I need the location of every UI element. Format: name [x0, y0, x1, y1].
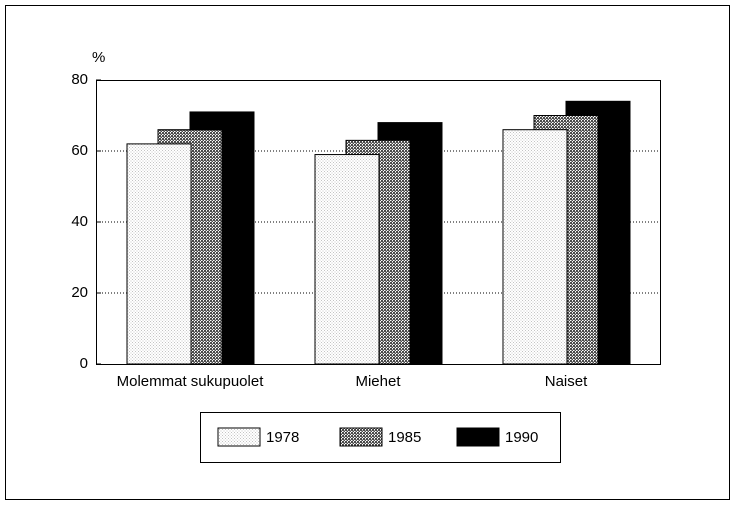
x-tick-label: Molemmat sukupuolet: [117, 373, 265, 390]
y-tick-label: 60: [71, 142, 88, 159]
bar: [126, 143, 192, 365]
y-tick-label: 20: [71, 284, 88, 301]
legend-label: 1985: [388, 429, 421, 446]
y-tick-label: 80: [71, 71, 88, 88]
frame: [5, 5, 730, 500]
y-axis-label: %: [92, 49, 105, 66]
legend-label: 1990: [505, 429, 538, 446]
legend-swatch: [456, 427, 500, 447]
bar: [502, 129, 568, 365]
legend-box: [200, 412, 561, 463]
legend-label: 1978: [266, 429, 299, 446]
bar: [314, 154, 380, 365]
y-tick-label: 0: [80, 355, 88, 372]
legend-swatch: [217, 427, 261, 447]
x-tick-label: Miehet: [355, 373, 401, 390]
legend-swatch: [339, 427, 383, 447]
y-tick-label: 40: [71, 213, 88, 230]
x-tick-label: Naiset: [545, 373, 588, 390]
